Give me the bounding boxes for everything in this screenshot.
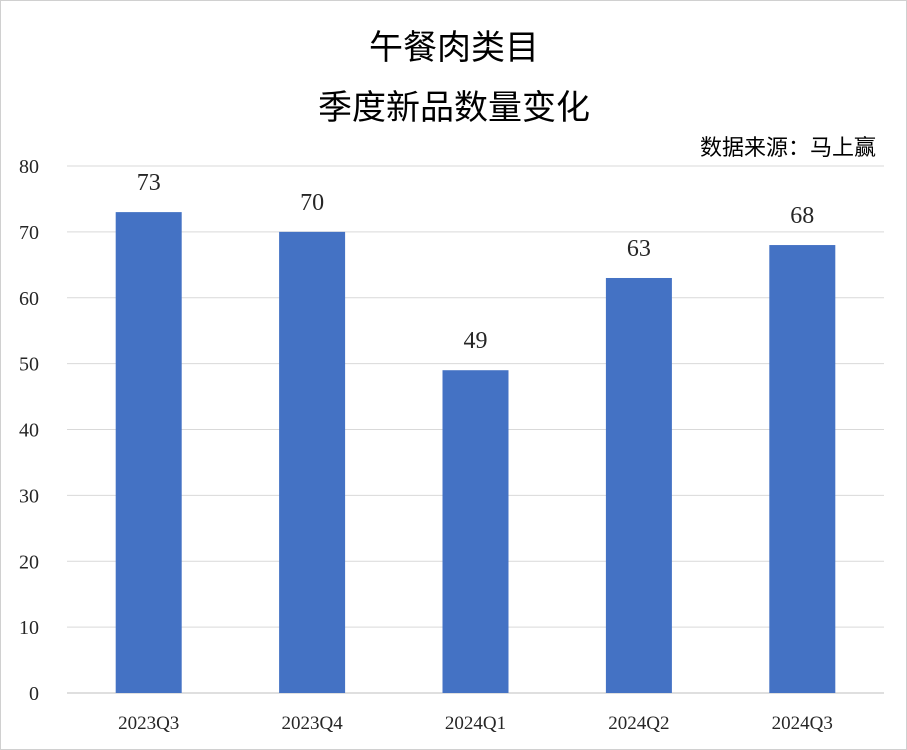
bar-data-label: 68	[790, 203, 814, 229]
bar	[442, 370, 509, 693]
x-tick-label: 2024Q3	[772, 713, 833, 734]
data-source-note: 数据来源：马上赢	[700, 136, 876, 161]
x-tick-label: 2023Q3	[118, 713, 179, 734]
y-tick-label: 10	[19, 617, 39, 639]
bar-data-label: 49	[464, 328, 488, 354]
chart-title-line-1: 午餐肉类目	[369, 28, 539, 68]
x-axis-ticks: 2023Q3 2023Q4 2024Q1 2024Q2 2024Q3	[118, 713, 833, 734]
y-axis-ticks: 0 10 20 30 40 50 60 70 80	[19, 156, 39, 705]
bar-data-label: 70	[300, 190, 324, 216]
x-tick-label: 2023Q4	[281, 713, 343, 734]
y-tick-label: 50	[19, 354, 39, 376]
y-tick-label: 40	[19, 420, 39, 442]
y-tick-label: 80	[19, 156, 39, 178]
data-labels: 73 70 49 63 68	[137, 170, 815, 354]
chart-title-line-2: 季度新品数量变化	[318, 88, 590, 128]
bars	[115, 212, 836, 694]
bar	[279, 231, 346, 693]
y-tick-label: 30	[19, 485, 39, 507]
bar-data-label: 73	[137, 170, 161, 196]
bar-data-label: 63	[627, 236, 651, 262]
bar	[115, 212, 182, 694]
y-tick-label: 70	[19, 222, 39, 244]
bar	[769, 245, 836, 694]
y-tick-label: 20	[19, 551, 39, 573]
y-tick-label: 0	[29, 683, 39, 705]
bar	[605, 277, 672, 693]
x-tick-label: 2024Q1	[445, 713, 506, 734]
y-tick-label: 60	[19, 288, 39, 310]
x-tick-label: 2024Q2	[608, 713, 669, 734]
